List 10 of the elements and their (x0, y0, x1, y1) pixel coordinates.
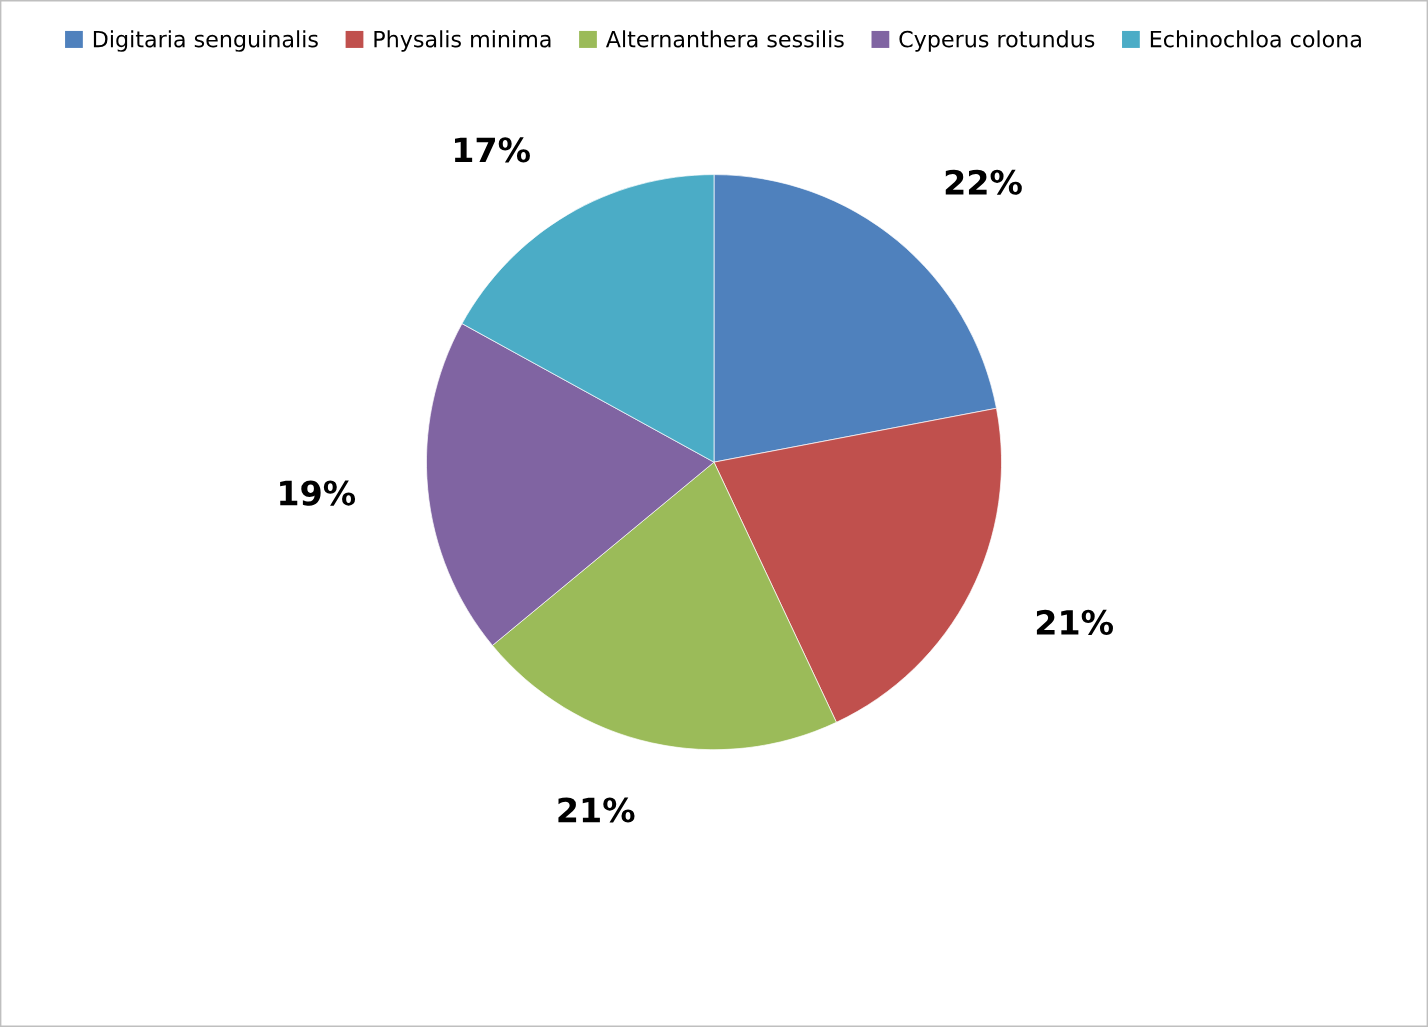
legend-label: Alternanthera sessilis (605, 30, 844, 48)
legend-label: Echinochloa colona (1150, 30, 1361, 48)
data-label: 21% (558, 797, 635, 823)
legend-label: Cyperus rotundus (899, 30, 1095, 52)
data-label: 21% (1036, 609, 1113, 636)
data-label: 17% (455, 137, 530, 163)
data-label: 22% (945, 169, 1022, 195)
data-label: 19% (280, 480, 356, 506)
legend-label: Physalis minima (374, 30, 551, 52)
legend-label: Digitaria senguinalis (93, 30, 318, 52)
